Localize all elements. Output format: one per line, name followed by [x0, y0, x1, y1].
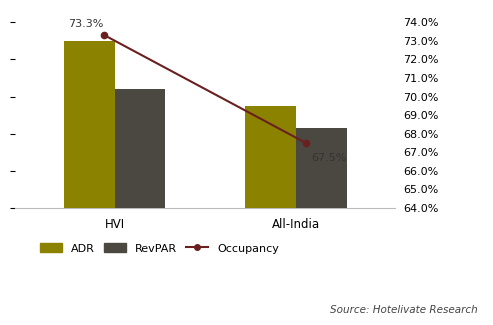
Text: Source: Hotelivate Research: Source: Hotelivate Research — [330, 305, 478, 315]
Bar — [245, 106, 296, 208]
Legend: ADR, RevPAR, Occupancy: ADR, RevPAR, Occupancy — [35, 239, 283, 258]
Bar — [64, 41, 115, 208]
Text: 73.3%: 73.3% — [69, 19, 104, 29]
Bar — [115, 89, 165, 208]
Text: 67.5%: 67.5% — [312, 153, 347, 163]
Bar — [296, 128, 347, 208]
